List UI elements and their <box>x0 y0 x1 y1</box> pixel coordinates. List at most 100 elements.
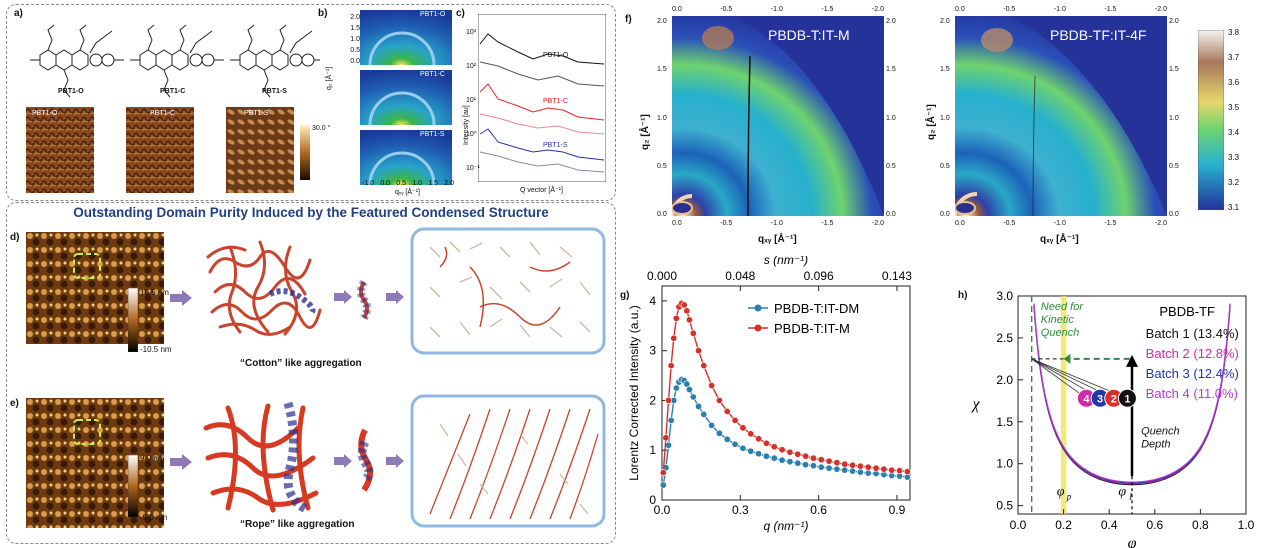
f-map2-yticks-right: 2.0 1.5 1.0 0.5 0.0 <box>1169 18 1179 218</box>
c-curve-c <box>479 83 605 121</box>
g-data-point <box>762 439 770 447</box>
g-data-point <box>888 466 896 474</box>
cotton-aggregation-drawing <box>206 240 322 336</box>
g-data-point <box>864 463 872 471</box>
g-data-point <box>833 459 841 467</box>
d-scale-bottom: -10.5 nm <box>140 345 172 354</box>
giwaxs-map-1 <box>360 10 452 66</box>
cbar-tick-2: 3.6 <box>1228 78 1240 87</box>
arrow-icon-2 <box>334 290 352 304</box>
f2-ytick-4: 2.0 <box>940 18 950 25</box>
b-xtick-0: -1.0 <box>362 180 375 187</box>
f-colorbar-ticks: 3.8 3.7 3.6 3.5 3.4 3.3 3.2 3.1 <box>1228 28 1239 212</box>
c-ytick-0: 10³ <box>466 29 477 36</box>
f-map2-xlabel: qₓᵧ [Å⁻¹] <box>1040 234 1079 245</box>
g-data-point <box>667 362 675 370</box>
d-caption: “Cotton” like aggregation <box>240 358 362 369</box>
c-curve-s <box>479 128 605 161</box>
g-data-point <box>715 396 723 404</box>
afm-scale: 30.0 ° <box>312 125 331 132</box>
h-phi-1-label: φ <box>1118 485 1126 500</box>
g-legend-label: PBDB-T:IT-M <box>774 321 850 336</box>
cbar-tick-5: 3.3 <box>1228 153 1240 162</box>
panel-b-yticks: 2.0 1.5 1.0 0.5 0.0 <box>348 12 360 67</box>
panel-b-giwaxs <box>360 10 452 190</box>
g-data-point <box>809 454 817 462</box>
panel-f-label: f) <box>625 14 632 25</box>
c-curve-o <box>479 33 605 65</box>
f-map2-xticks-top: 0.0 -0.5 -1.0 -1.5 -2.0 <box>955 6 1167 13</box>
g-data-point <box>715 429 723 437</box>
g-data-point <box>685 316 693 324</box>
f2-ytick-1: 0.5 <box>940 162 950 170</box>
cbar-tick-6: 3.2 <box>1228 178 1240 187</box>
h-ytick-label: 0.5 <box>996 499 1013 513</box>
cbar-tick-3: 3.5 <box>1228 103 1240 112</box>
arrow-icon <box>170 290 192 306</box>
f1t-xtick-4: -2.0 <box>871 6 884 13</box>
f2r-ytick-4: 2.0 <box>1169 18 1179 25</box>
h-kinetic-arrow-head <box>1063 353 1071 364</box>
g-data-point <box>685 386 693 394</box>
h-ylabel: χ <box>970 396 980 413</box>
panel-c-series-o: PBT1-O <box>543 52 569 59</box>
b-ytick-2: 1.0 <box>350 36 360 43</box>
panel-a-label: a) <box>14 8 23 19</box>
f2-xtick-2: -1.0 <box>1053 220 1066 227</box>
top-left-frame <box>6 4 616 201</box>
f2-ytick-0: 0.0 <box>940 211 950 218</box>
panel-c-series-c: PBT1-C <box>543 98 568 105</box>
arrow-icon-4 <box>170 454 192 470</box>
g-xtick-label: 0.6 <box>810 503 827 517</box>
h-xtick-label: 0.0 <box>1010 518 1027 532</box>
b-ytick-3: 1.5 <box>350 25 360 32</box>
h-batch-marker-label: 1 <box>1124 393 1130 405</box>
h-xlabel: φ <box>1128 535 1137 548</box>
f-map1-xticks-top: 0.0 -0.5 -1.0 -1.5 -2.0 <box>672 6 884 13</box>
g-data-point <box>683 307 691 315</box>
cbar-tick-7: 3.1 <box>1228 203 1240 212</box>
f-colorbar <box>1198 30 1224 210</box>
cotton-segment <box>357 280 371 320</box>
b-xtick-4: 1.5 <box>428 180 438 187</box>
h-xtick-label: 0.8 <box>1192 518 1209 532</box>
afm-label-1: PBT1-O <box>32 110 58 117</box>
afm-image-pbt1-c <box>126 107 194 193</box>
h-quench-text: Depth <box>1141 438 1170 450</box>
f2t-xtick-4: -2.0 <box>1154 6 1167 13</box>
molecule-label-3: PBT1-S <box>262 88 287 95</box>
h-ytick-label: 1.5 <box>996 415 1013 429</box>
g-data-point <box>708 421 716 429</box>
chart-g: 0.0 0.3 0.6 0.9 0.000 0.048 0.096 0.143 s (nm⁻¹)… <box>627 256 912 533</box>
g-data-point <box>778 456 786 464</box>
panel-e-label: e) <box>10 398 19 409</box>
g-data-point <box>667 416 675 424</box>
g-top-tick-label: 0.048 <box>725 269 755 283</box>
afm-colorbar <box>300 125 310 180</box>
f-map1-title: PBDB-T:IT-M <box>768 27 850 43</box>
f-map1-yticks-right: 2.0 1.5 1.0 0.5 0.0 <box>886 18 896 218</box>
g-data-point <box>880 465 888 473</box>
g-data-point <box>802 452 810 460</box>
f1-ytick-1: 0.5 <box>657 162 667 170</box>
h-kinetic-text: Need for <box>1041 301 1085 313</box>
f1-ytick-0: 0.0 <box>657 211 667 218</box>
f2-xtick-1: -0.5 <box>1003 220 1016 227</box>
g-ytick-label: 1 <box>649 443 656 457</box>
g-data-point <box>659 469 667 477</box>
giwaxs-map-pbdb-tf <box>955 16 1167 216</box>
g-xtick-label: 0.3 <box>732 503 749 517</box>
h-kinetic-text: Kinetic <box>1041 314 1075 326</box>
g-ytick-label: 3 <box>649 344 656 358</box>
afm-image-d <box>26 232 164 344</box>
g-data-point <box>747 447 755 455</box>
arrow-icon-3 <box>386 290 404 304</box>
arrow-icon-6 <box>386 454 404 468</box>
g-xlabel: q (nm⁻¹) <box>764 519 809 533</box>
h-phi-p-band <box>1060 296 1067 514</box>
f2-xtick-4: -2.0 <box>1154 220 1167 227</box>
c-curve-o2 <box>479 61 605 87</box>
h-batch-marker-label: 4 <box>1083 393 1090 405</box>
g-data-point <box>700 362 708 370</box>
f2t-xtick-2: -1.0 <box>1053 6 1066 13</box>
